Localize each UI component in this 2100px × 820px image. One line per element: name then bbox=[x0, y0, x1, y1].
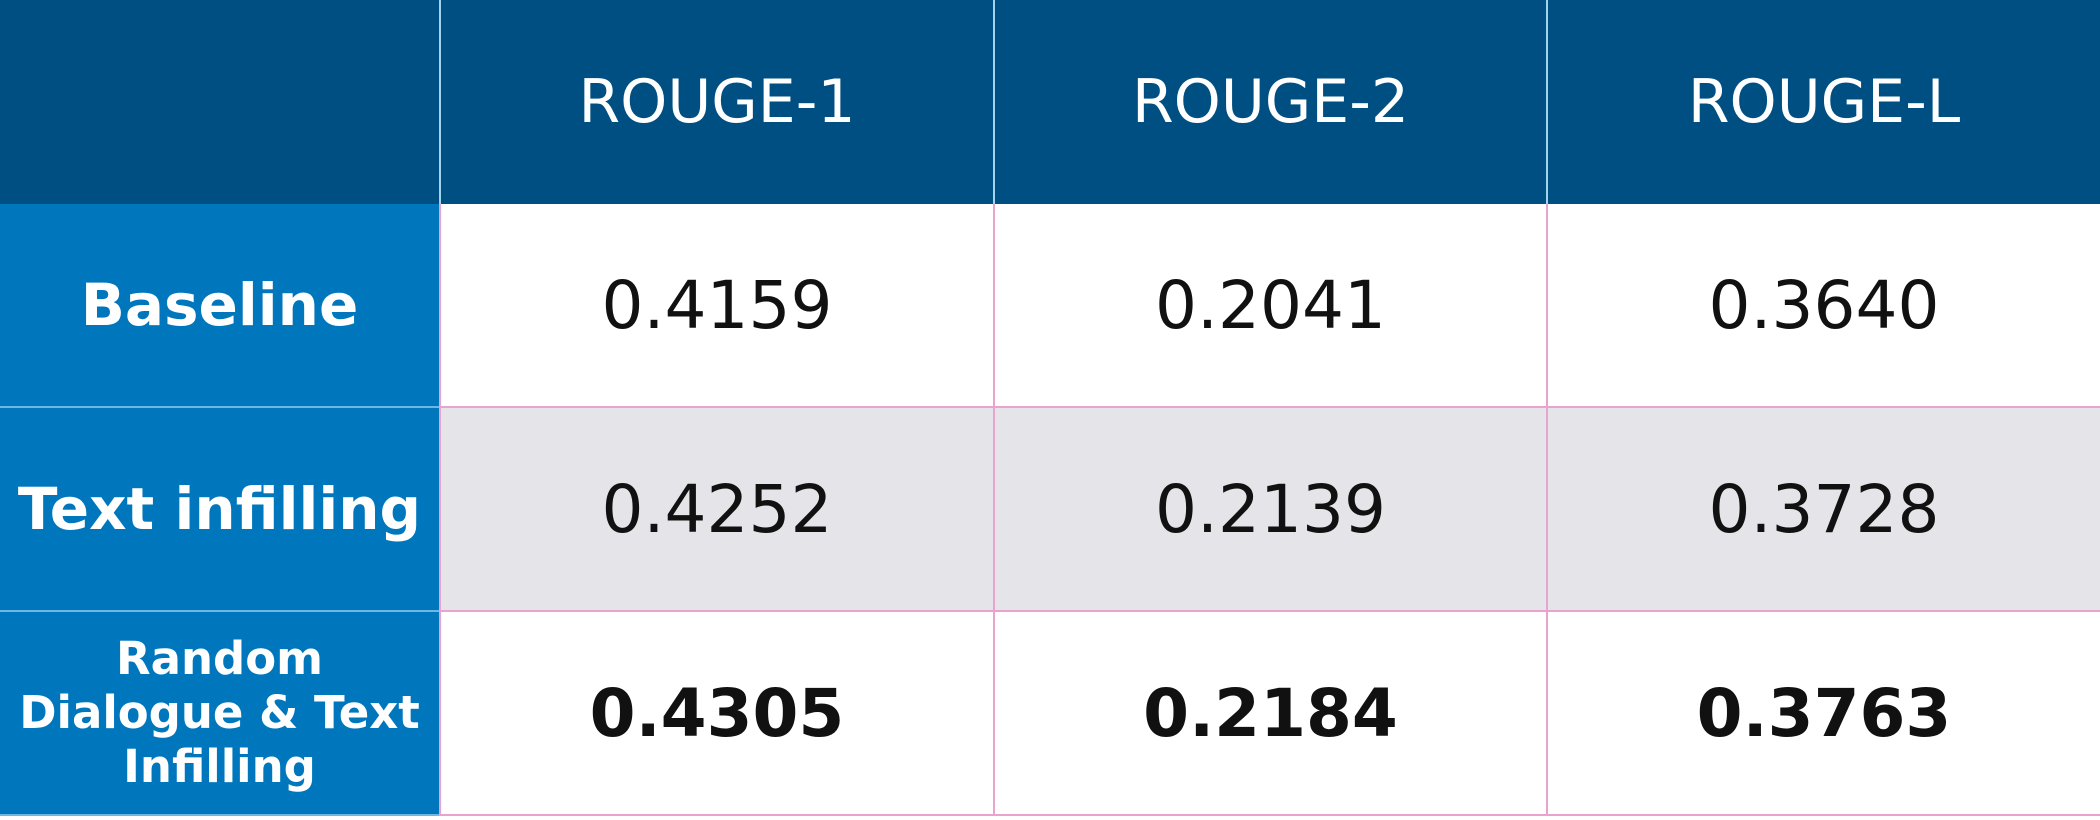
score-cell: 0.3640 bbox=[1546, 204, 2100, 408]
score-cell: 0.2139 bbox=[993, 408, 1546, 612]
score-cell: 0.2041 bbox=[993, 204, 1546, 408]
score-cell: 0.2184 bbox=[993, 612, 1546, 816]
score-cell: 0.4305 bbox=[439, 612, 993, 816]
row-label: Random Dialogue & Text Infilling bbox=[0, 612, 439, 816]
column-header: ROUGE-L bbox=[1546, 0, 2100, 204]
row-label: Baseline bbox=[0, 204, 439, 408]
score-cell: 0.4252 bbox=[439, 408, 993, 612]
row-label: Text infilling bbox=[0, 408, 439, 612]
corner-cell bbox=[0, 0, 439, 204]
score-cell: 0.3763 bbox=[1546, 612, 2100, 816]
column-header: ROUGE-1 bbox=[439, 0, 993, 204]
score-cell: 0.4159 bbox=[439, 204, 993, 408]
column-header: ROUGE-2 bbox=[993, 0, 1546, 204]
score-cell: 0.3728 bbox=[1546, 408, 2100, 612]
